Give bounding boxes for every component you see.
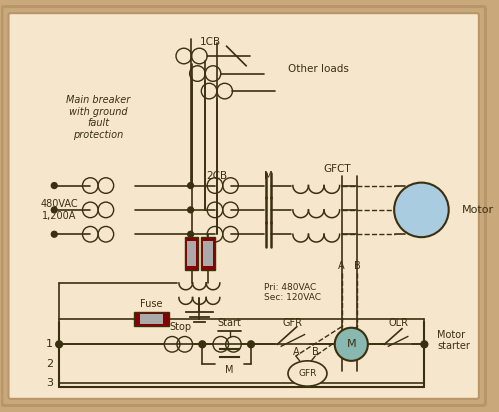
Text: 2: 2 xyxy=(46,359,53,369)
Text: Main breaker
with ground
fault
protection: Main breaker with ground fault protectio… xyxy=(66,95,130,140)
Text: 2CB: 2CB xyxy=(207,171,228,181)
Circle shape xyxy=(199,341,206,348)
Circle shape xyxy=(51,231,57,237)
Text: M: M xyxy=(226,365,234,375)
Text: 1CB: 1CB xyxy=(200,37,221,47)
Text: B: B xyxy=(312,347,319,357)
Bar xyxy=(187,241,197,267)
Text: 1: 1 xyxy=(46,339,53,349)
Text: M: M xyxy=(264,171,273,181)
Bar xyxy=(201,237,215,270)
Bar xyxy=(134,312,169,326)
Bar xyxy=(185,237,199,270)
Text: GFCT: GFCT xyxy=(323,164,350,174)
Circle shape xyxy=(188,231,194,237)
Circle shape xyxy=(188,207,194,213)
Text: GFR: GFR xyxy=(298,369,317,378)
Circle shape xyxy=(51,183,57,188)
Text: Pri: 480VAC
Sec: 120VAC: Pri: 480VAC Sec: 120VAC xyxy=(263,283,321,302)
Text: Other loads: Other loads xyxy=(288,64,349,74)
Text: 480VAC
1,200A: 480VAC 1,200A xyxy=(40,199,78,221)
Text: Motor: Motor xyxy=(463,205,495,215)
Circle shape xyxy=(188,183,194,188)
Text: Motor
starter: Motor starter xyxy=(437,330,470,351)
FancyBboxPatch shape xyxy=(1,6,486,406)
Bar xyxy=(203,241,213,267)
Circle shape xyxy=(51,207,57,213)
Text: Fuse: Fuse xyxy=(140,300,163,309)
Text: OLR: OLR xyxy=(388,318,408,328)
Circle shape xyxy=(248,341,254,348)
Text: B: B xyxy=(354,261,360,272)
Text: A: A xyxy=(338,261,345,272)
Text: Stop: Stop xyxy=(170,322,192,332)
Ellipse shape xyxy=(288,361,327,386)
Circle shape xyxy=(421,341,428,348)
Circle shape xyxy=(394,183,449,237)
Text: Start: Start xyxy=(218,318,242,328)
FancyBboxPatch shape xyxy=(8,13,479,399)
Text: A: A xyxy=(292,347,299,357)
Text: M: M xyxy=(346,339,356,349)
Text: 3: 3 xyxy=(46,378,53,388)
Circle shape xyxy=(335,328,368,361)
Circle shape xyxy=(56,341,62,348)
Bar xyxy=(140,314,163,324)
Text: GFR: GFR xyxy=(283,318,303,328)
